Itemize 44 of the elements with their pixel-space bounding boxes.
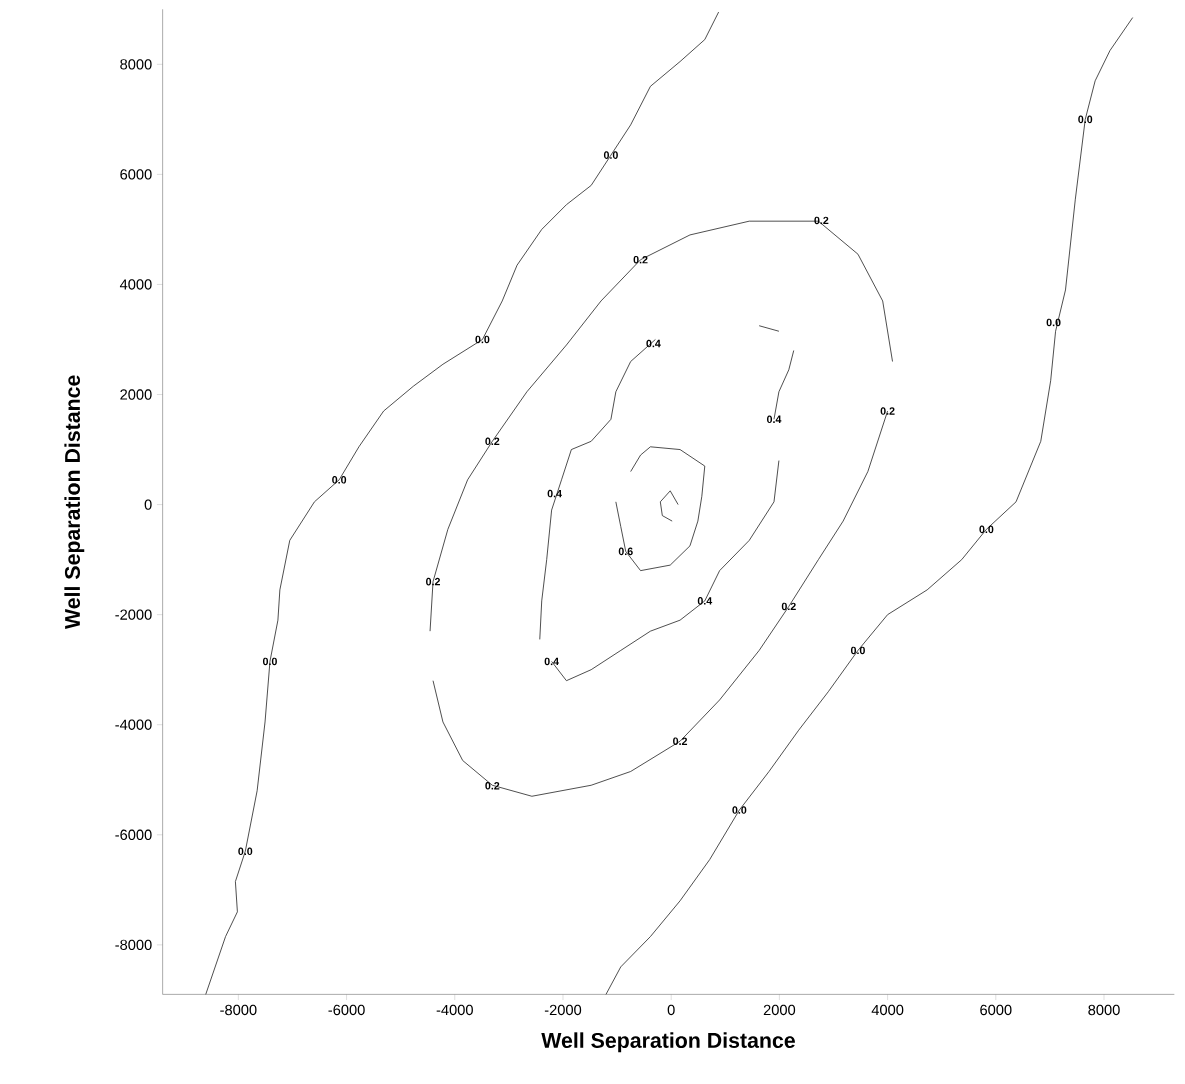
annotation: 0.0: [850, 646, 865, 655]
annotation: 0.0: [475, 335, 490, 344]
x-tick-label: -6000: [328, 1004, 365, 1016]
annotation: 0.0: [603, 151, 618, 160]
annotation: 0.0: [732, 806, 747, 814]
annotation: 0.4: [766, 415, 782, 424]
annotation: 0.4: [544, 657, 559, 666]
x-tick-label: 0: [667, 1004, 675, 1016]
y-tick-label: -4000: [115, 719, 152, 731]
x-tick-label: -8000: [220, 1004, 257, 1016]
x-tick-label: -2000: [544, 1004, 582, 1016]
annotation: 0.4: [697, 597, 713, 605]
annotation: 0.4: [646, 339, 661, 348]
annotation: 0.0: [332, 476, 347, 484]
y-axis-title: Well Separation Distance: [64, 375, 85, 630]
y-tick-label: 0: [144, 499, 152, 510]
x-tick-label: -4000: [436, 1004, 473, 1016]
y-tick-label: -6000: [115, 829, 152, 841]
annotation: 0.4: [547, 489, 562, 498]
x-axis-title: Well Separation Distance: [541, 1032, 795, 1053]
x-tick-label: 8000: [1088, 1004, 1120, 1016]
x-tick-label: 4000: [871, 1004, 904, 1016]
y-tick-label: 2000: [120, 389, 152, 400]
annotation: 0.0: [979, 525, 994, 534]
annotation: 0.2: [485, 782, 500, 790]
annotation: 0.2: [814, 216, 829, 225]
annotation: 0.2: [426, 578, 441, 586]
y-tick-label: 8000: [120, 59, 152, 70]
y-tick-label: 6000: [120, 169, 152, 180]
annotation: 0.2: [673, 737, 688, 746]
y-tick-label: -8000: [115, 939, 152, 951]
annotation: 0.2: [781, 602, 796, 611]
annotation: 0.2: [880, 407, 895, 415]
annotation: 0.2: [485, 437, 500, 446]
annotation: 0.0: [1046, 318, 1061, 327]
annotation: 0.6: [618, 547, 633, 556]
annotation: 0.0: [1078, 115, 1093, 124]
annotation: 0.2: [633, 256, 648, 264]
x-tick-label: 2000: [763, 1004, 796, 1016]
y-tick-label: 4000: [119, 279, 152, 290]
annotation: 0.0: [238, 847, 253, 856]
y-tick-label: -2000: [115, 609, 152, 620]
x-tick-label: 6000: [980, 1004, 1012, 1016]
annotation: 0.0: [262, 657, 277, 666]
